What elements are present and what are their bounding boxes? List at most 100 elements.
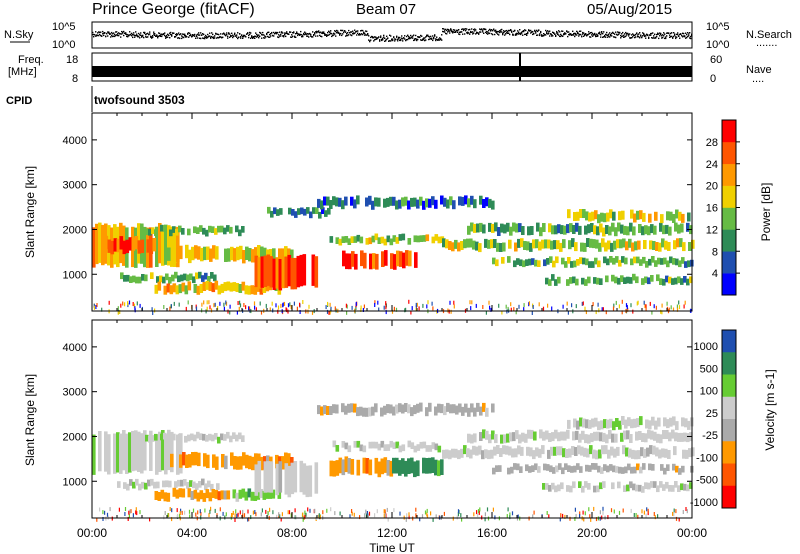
echo-cell [208, 225, 212, 233]
echo-cell [632, 273, 636, 281]
echo-cell [211, 226, 215, 233]
echo-cell [392, 442, 397, 449]
echo-cell [596, 431, 600, 441]
echo-cell [628, 448, 632, 458]
nsky-point [412, 35, 414, 37]
echo-cell [517, 445, 521, 455]
nsky-point [586, 35, 588, 37]
ground-scatter-cell [302, 300, 304, 304]
echo-cell [561, 467, 565, 475]
echo-cell [98, 222, 102, 263]
nsky-point [155, 35, 157, 37]
echo-cell [229, 282, 234, 292]
nsky-point [107, 35, 109, 37]
nsky-point [541, 34, 543, 36]
echo-cell [609, 256, 613, 263]
nsky-point [170, 33, 172, 36]
echo-cell [533, 431, 537, 441]
nsky-point [323, 32, 325, 34]
nsky-point [675, 36, 677, 38]
echo-cell [585, 258, 589, 266]
echo-cell [502, 445, 506, 455]
echo-cell [553, 446, 557, 456]
nsky-point [686, 36, 688, 39]
echo-cell [312, 207, 316, 214]
nsky-point [486, 32, 488, 35]
echo-cell [652, 241, 656, 250]
nsky-point [188, 36, 190, 38]
echo-cell [365, 197, 369, 207]
nsky-point [384, 40, 386, 42]
ground-scatter-cell [247, 517, 249, 522]
echo-cell [290, 462, 295, 495]
nsky-point [154, 34, 156, 36]
echo-cell [563, 225, 567, 235]
echo-cell [622, 238, 626, 248]
nsky-point [129, 31, 131, 33]
echo-cell [584, 279, 588, 286]
echo-cell [639, 466, 643, 474]
ground-scatter-cell [637, 514, 639, 519]
echo-cell [238, 432, 242, 440]
nsky-point [517, 30, 519, 32]
echo-cell [496, 242, 500, 252]
power-cbar-swatch [722, 163, 736, 186]
nsky-point [202, 37, 204, 39]
nsky-point [244, 34, 246, 37]
nsky-point [417, 38, 419, 41]
echo-cell [238, 284, 243, 293]
ground-scatter-cell [599, 510, 601, 515]
nsky-point [467, 31, 469, 33]
echo-cell [151, 227, 155, 234]
nsky-point [584, 34, 586, 36]
echo-cell [401, 233, 406, 241]
nsky-point [587, 33, 589, 36]
nsky-point [223, 32, 225, 34]
echo-cell [578, 433, 582, 443]
ground-scatter-cell [599, 516, 601, 521]
echo-cell [192, 481, 196, 489]
nsky-point [154, 33, 156, 35]
ground-scatter-cell [359, 515, 361, 520]
echo-cell [229, 226, 233, 234]
echo-cell [609, 464, 613, 471]
nsky-point [439, 37, 441, 39]
echo-cell [362, 457, 367, 474]
ground-scatter-cell [247, 509, 249, 514]
echo-cell [425, 198, 429, 208]
echo-cell [551, 225, 555, 235]
nsky-left-top: 10^5 [52, 21, 76, 33]
ground-scatter-cell [279, 514, 281, 519]
nsky-point [510, 29, 512, 31]
ground-scatter-cell [643, 510, 645, 515]
nsky-point [315, 31, 317, 33]
nsky-point [163, 33, 165, 35]
nsky-point [550, 33, 552, 35]
nsky-point [686, 33, 688, 36]
nsky-point [632, 33, 634, 35]
nsky-point [687, 35, 689, 38]
nsky-point [329, 33, 331, 35]
ground-scatter-cell [426, 512, 428, 517]
nsky-point [457, 31, 459, 33]
echo-cell [442, 449, 446, 459]
nsky-point [691, 33, 693, 35]
nsky-point [559, 35, 561, 38]
nsky-point [468, 29, 470, 31]
nsky-point [589, 36, 591, 38]
ground-scatter-cell [415, 307, 417, 312]
nsky-point [463, 29, 465, 32]
ground-scatter-cell [672, 511, 674, 516]
nsky-point [355, 31, 357, 33]
echo-cell [606, 465, 610, 473]
echo-cell [544, 239, 548, 249]
ground-scatter-cell [124, 507, 127, 511]
echo-cell [671, 278, 675, 285]
echo-cell [623, 225, 627, 235]
nsky-point [225, 34, 227, 37]
echo-cell [509, 432, 513, 442]
nsky-point [340, 29, 342, 32]
echo-cell [383, 405, 387, 415]
nsky-point [635, 36, 637, 38]
echo-cell [648, 258, 652, 266]
